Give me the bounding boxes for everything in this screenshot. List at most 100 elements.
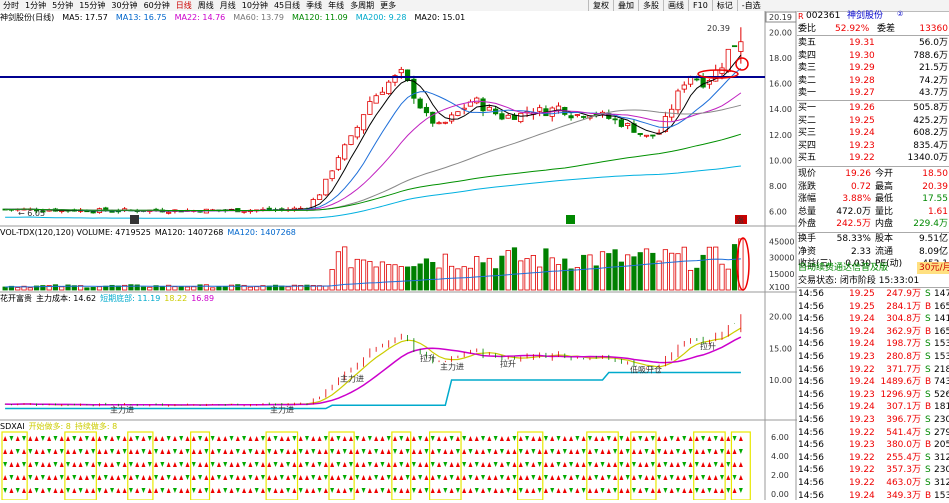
cost-annotation: 主力进 bbox=[270, 404, 294, 414]
sell-level: 卖五 19.31 56.0万 bbox=[797, 37, 949, 49]
period-tab[interactable]: 日线 bbox=[175, 1, 192, 10]
up-arrow-icon bbox=[600, 436, 605, 441]
up-arrow-icon bbox=[191, 449, 196, 454]
up-arrow-icon bbox=[166, 488, 171, 493]
period-tab[interactable]: 60分钟 bbox=[143, 1, 170, 10]
period-tab[interactable]: 周线 bbox=[197, 1, 214, 10]
tool-button[interactable]: F10 bbox=[688, 0, 712, 11]
down-arrow-icon bbox=[625, 449, 630, 454]
signal-zone bbox=[265, 431, 299, 500]
cost-axis-tick: 20.00 bbox=[769, 313, 792, 322]
down-arrow-icon bbox=[594, 475, 599, 480]
tool-button[interactable]: 叠加 bbox=[613, 0, 638, 11]
tick-row[interactable]: 14:56 19.24 304.8万 S 141 bbox=[797, 313, 949, 326]
signal-chart[interactable] bbox=[1, 431, 751, 500]
down-arrow-icon bbox=[59, 475, 64, 480]
tick-row[interactable]: 14:56 19.23 396.7万 S 230 bbox=[797, 414, 949, 427]
signal-zone bbox=[630, 431, 657, 500]
down-arrow-icon bbox=[191, 488, 196, 493]
tick-side: B bbox=[925, 402, 932, 413]
up-arrow-icon bbox=[556, 475, 561, 480]
tick-row[interactable]: 14:56 19.24 349.3万 B 153 bbox=[797, 490, 949, 503]
cost-magenta-line bbox=[5, 336, 742, 406]
up-arrow-icon bbox=[518, 462, 523, 467]
up-arrow-icon bbox=[474, 436, 479, 441]
down-arrow-icon bbox=[638, 475, 643, 480]
period-tab[interactable]: 多周期 bbox=[350, 1, 375, 10]
tick-row[interactable]: 14:56 19.25 247.9万 S 147 bbox=[797, 288, 949, 301]
tick-row[interactable]: 14:56 19.22 463.0万 S 312 bbox=[797, 477, 949, 490]
up-arrow-icon bbox=[298, 462, 303, 467]
up-arrow-icon bbox=[418, 449, 423, 454]
volume-bar bbox=[625, 254, 631, 291]
period-tab[interactable]: 30分钟 bbox=[111, 1, 138, 10]
period-tab[interactable]: 5分钟 bbox=[52, 1, 74, 10]
promo-text[interactable]: 自动续费通达信普及版 bbox=[798, 263, 889, 273]
stock-name[interactable]: 神剑股份 bbox=[847, 11, 884, 21]
period-tab[interactable]: 月线 bbox=[219, 1, 236, 10]
promo-price[interactable]: 30元/月 bbox=[917, 262, 949, 274]
tick-row[interactable]: 14:56 19.24 1489.6万 B 743 bbox=[797, 376, 949, 389]
up-arrow-icon bbox=[298, 436, 303, 441]
tick-row[interactable]: 14:56 19.23 280.8万 S 153 bbox=[797, 351, 949, 364]
period-tab[interactable]: 1分钟 bbox=[25, 1, 47, 10]
tick-row[interactable]: 14:56 19.22 541.4万 S 279 bbox=[797, 427, 949, 440]
tick-row[interactable]: 14:56 19.22 371.7万 S 218 bbox=[797, 364, 949, 377]
tick-price: 19.23 bbox=[849, 389, 875, 400]
volume-bar bbox=[455, 268, 461, 291]
sell-level-label: 卖五 bbox=[798, 38, 817, 48]
quote-value: 18.50 bbox=[922, 169, 948, 179]
tick-row[interactable]: 14:56 19.23 1296.9万 S 526 bbox=[797, 389, 949, 402]
period-tab[interactable]: 年线 bbox=[328, 1, 345, 10]
period-tab[interactable]: 15分钟 bbox=[79, 1, 106, 10]
tick-row[interactable]: 14:56 19.23 380.0万 B 205 bbox=[797, 439, 949, 452]
up-arrow-icon bbox=[223, 475, 228, 480]
quote-label: 外盘 bbox=[798, 219, 817, 229]
tick-row[interactable]: 14:56 19.22 255.4万 S 312 bbox=[797, 452, 949, 465]
price-chart[interactable]: 20.39 ← 6.05 涨 bbox=[0, 24, 765, 225]
tool-button[interactable]: 画线 bbox=[663, 0, 688, 11]
tick-row[interactable]: 14:56 19.24 198.7万 S 153 bbox=[797, 338, 949, 351]
up-arrow-icon bbox=[110, 462, 115, 467]
tick-row[interactable]: 14:56 19.24 307.1万 B 181 bbox=[797, 401, 949, 414]
up-arrow-icon bbox=[694, 475, 699, 480]
tool-button[interactable]: 标记 bbox=[711, 0, 737, 11]
down-arrow-icon bbox=[531, 449, 536, 454]
period-tab[interactable]: 10分钟 bbox=[241, 1, 268, 10]
up-arrow-icon bbox=[543, 449, 548, 454]
up-arrow-icon bbox=[97, 436, 102, 441]
period-tab[interactable]: 45日线 bbox=[273, 1, 301, 10]
tool-button[interactable]: 多股 bbox=[638, 0, 663, 11]
tick-row[interactable]: 14:56 19.22 357.3万 S 230 bbox=[797, 464, 949, 477]
tick-row[interactable]: 14:56 19.25 284.1万 B 165 bbox=[797, 301, 949, 314]
up-arrow-icon bbox=[393, 475, 398, 480]
down-arrow-icon bbox=[179, 462, 184, 467]
sell-level: 卖二 19.28 74.2万 bbox=[797, 75, 949, 87]
down-arrow-icon bbox=[216, 449, 221, 454]
volume-bar bbox=[90, 287, 96, 291]
down-arrow-icon bbox=[3, 488, 8, 493]
volume-axis-tick: 15000 bbox=[769, 270, 794, 279]
up-arrow-icon bbox=[110, 475, 115, 480]
tick-row[interactable]: 14:56 19.24 362.9万 B 165 bbox=[797, 326, 949, 339]
up-arrow-icon bbox=[669, 449, 674, 454]
period-tab[interactable]: 分时 bbox=[3, 1, 19, 10]
down-arrow-icon bbox=[575, 475, 580, 480]
volume-chart[interactable] bbox=[2, 237, 750, 291]
promo-bar[interactable]: 自动续费通达信普及版 30元/月 bbox=[797, 262, 949, 274]
tick-side: B bbox=[925, 326, 932, 337]
tool-button[interactable]: -自选 bbox=[736, 0, 765, 11]
down-arrow-icon bbox=[323, 475, 328, 480]
down-arrow-icon bbox=[600, 462, 605, 467]
period-tab[interactable]: 更多 bbox=[380, 1, 397, 10]
up-arrow-icon bbox=[9, 449, 14, 454]
up-arrow-icon bbox=[229, 488, 234, 493]
tool-button[interactable]: 复权 bbox=[588, 0, 613, 11]
candle bbox=[33, 209, 40, 212]
tick-volume: 304.8万 bbox=[886, 314, 921, 325]
up-arrow-icon bbox=[361, 436, 366, 441]
up-arrow-icon bbox=[713, 449, 718, 454]
period-tab[interactable]: 季线 bbox=[306, 1, 323, 10]
